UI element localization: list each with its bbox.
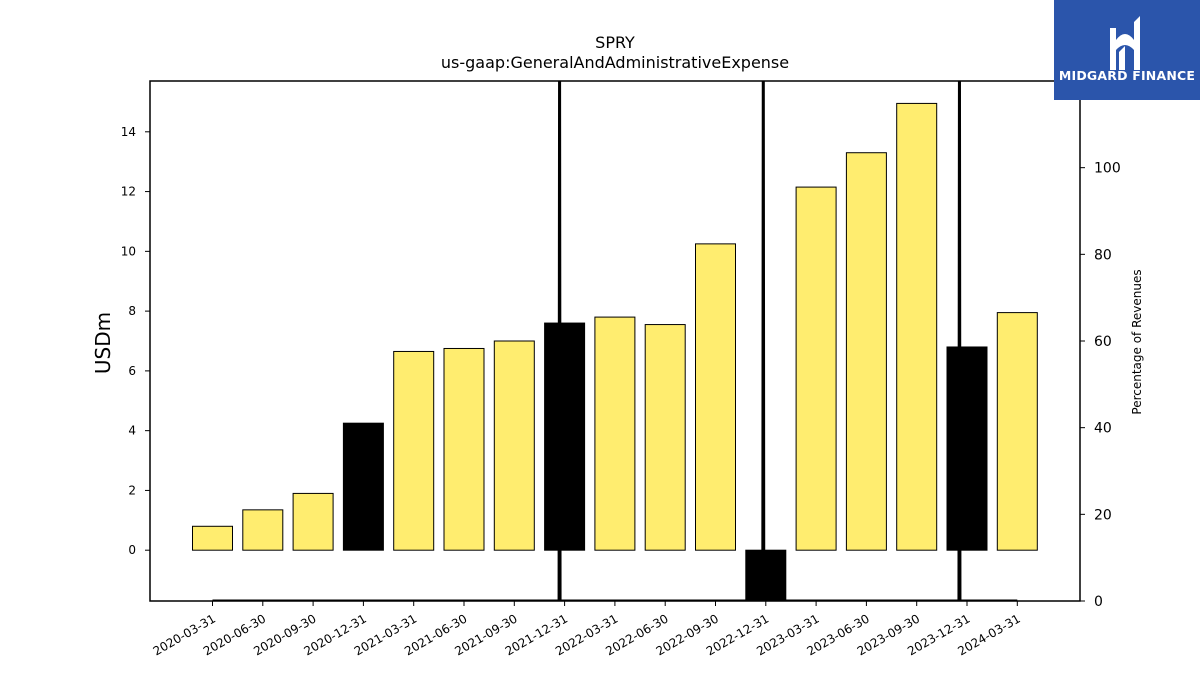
y-axis-ticks: 0 2 4 6 8 10 12 14 xyxy=(121,125,150,557)
y2-tick-label-100: 100 xyxy=(1094,161,1121,177)
y2-tick-label-20: 20 xyxy=(1094,507,1112,523)
y-tick-label-2: 2 xyxy=(128,483,136,497)
bar-2021-06-30 xyxy=(443,347,485,551)
logo-text: MIDGARD FINANCE xyxy=(1058,68,1196,83)
bar-2023-03-31 xyxy=(795,186,837,551)
bar-2022-09-30 xyxy=(695,243,736,551)
y-tick-label-8: 8 xyxy=(128,304,136,318)
bar-2021-09-30 xyxy=(493,340,535,551)
midgard-finance-logo: MIDGARD FINANCE xyxy=(1054,0,1200,100)
y2-axis-label: Percentage of Revenues xyxy=(1130,269,1144,414)
bar-2020-09-30 xyxy=(292,492,334,551)
bar-2022-06-30 xyxy=(644,324,686,551)
x-axis-ticks: 2020-03-312020-06-302020-09-302020-12-31… xyxy=(151,601,1023,658)
bar-2023-09-30 xyxy=(896,102,938,551)
percentage-of-revenues-line xyxy=(212,81,1018,601)
y-tick-label-6: 6 xyxy=(128,364,136,378)
chart-title: SPRY xyxy=(595,33,635,52)
y2-tick-label-80: 80 xyxy=(1094,247,1112,263)
bar-2023-06-30 xyxy=(845,152,887,551)
bar-2024-03-31 xyxy=(996,312,1038,551)
bars-group xyxy=(192,102,1038,601)
y-tick-label-10: 10 xyxy=(121,244,136,258)
logo-mark-icon xyxy=(1054,0,1200,100)
bar-2020-06-30 xyxy=(242,509,284,551)
y-tick-label-14: 14 xyxy=(121,125,136,139)
y2-axis-ticks: 0 20 40 60 80 100 xyxy=(1080,161,1121,610)
chart-subtitle: us-gaap:GeneralAndAdministrativeExpense xyxy=(441,53,789,72)
y2-tick-label-40: 40 xyxy=(1094,421,1112,437)
bar-2021-12-31 xyxy=(544,322,586,551)
y-axis-label: USDm xyxy=(91,312,115,374)
y-tick-label-12: 12 xyxy=(121,185,136,199)
bar-2020-12-31 xyxy=(342,422,384,551)
y2-tick-label-0: 0 xyxy=(1094,594,1103,610)
y-tick-label-0: 0 xyxy=(128,543,136,557)
bar-2021-03-31 xyxy=(393,350,435,551)
y2-tick-label-60: 60 xyxy=(1094,334,1112,350)
percentage-line-group xyxy=(212,81,1018,601)
bar-2022-12-31 xyxy=(745,549,787,601)
y-tick-label-4: 4 xyxy=(128,424,136,438)
bar-2022-03-31 xyxy=(594,316,636,551)
bar-2020-03-31 xyxy=(192,525,233,551)
bar-2023-12-31 xyxy=(946,346,988,551)
